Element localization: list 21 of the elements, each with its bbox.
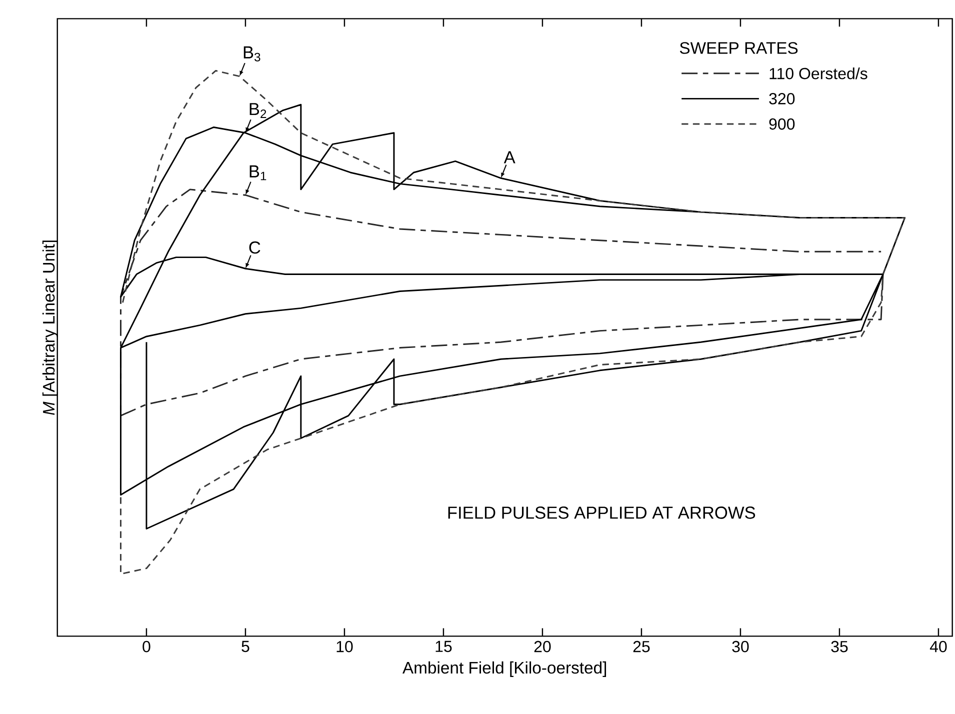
- annotation: B$_{2}$: [250, 103, 266, 118]
- x-tick-label: 0: [142, 641, 150, 652]
- annotation: B$_{3}$: [244, 46, 260, 62]
- x-tick-label: 20: [534, 641, 551, 652]
- x-tick-label: 25: [633, 641, 650, 652]
- legend-label: 900: [769, 118, 795, 130]
- legend-label: 320: [769, 93, 795, 105]
- x-tick-label: 40: [930, 641, 947, 652]
- annotation: A: [504, 151, 516, 164]
- x-tick-label: 30: [732, 641, 749, 652]
- annotation: B$_{1}$: [250, 166, 266, 180]
- annotation: C: [249, 242, 260, 254]
- y-axis-title: M [Arbitrary Linear Unit]: [42, 240, 58, 416]
- x-tick-label: 35: [831, 641, 848, 652]
- x-tick-label: 15: [436, 641, 452, 652]
- x-axis-title: Ambient Field [Kilo-oersted]: [402, 662, 606, 678]
- x-tick-label: 5: [242, 641, 250, 652]
- annotation: FIELD PULSES APPLIED AT ARROWS: [448, 506, 756, 520]
- x-tick-label: 10: [336, 641, 353, 652]
- legend-title: SWEEP RATES: [680, 42, 798, 54]
- legend-label: 110 Oersted/s: [770, 68, 868, 80]
